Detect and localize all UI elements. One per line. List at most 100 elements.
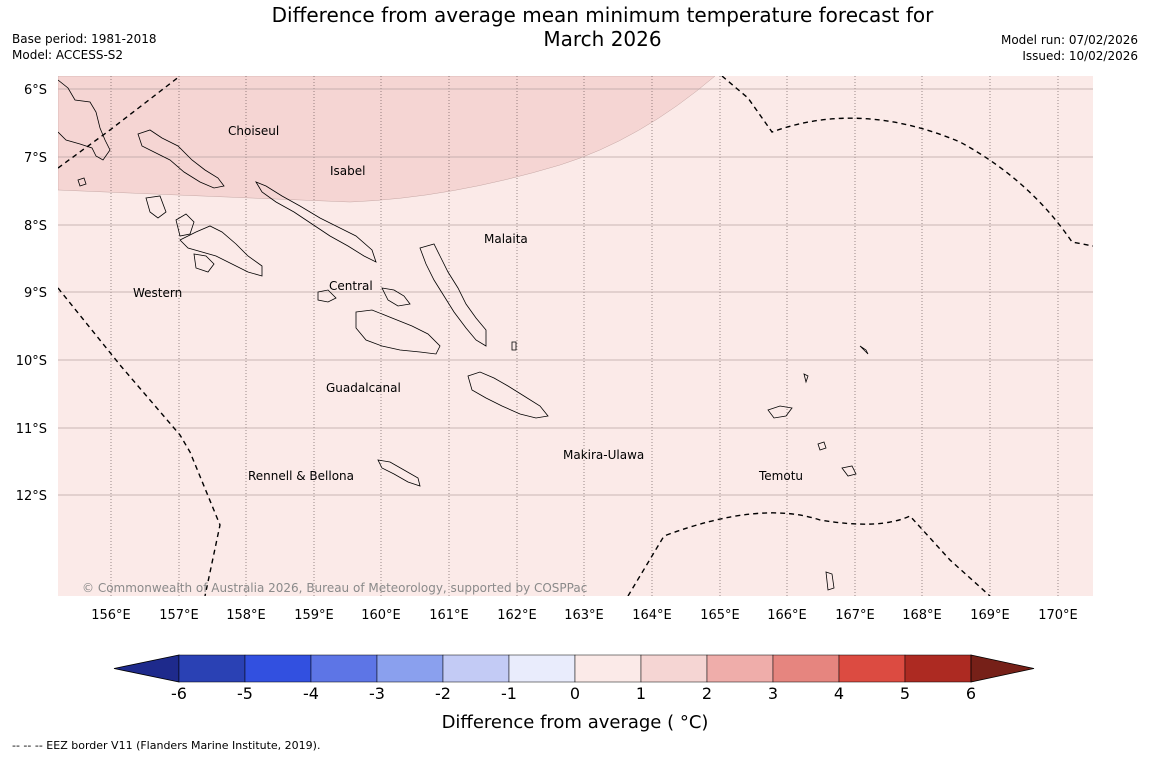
colorbar-segment [178, 654, 246, 683]
colorbar-extend-high [970, 654, 1035, 683]
map-title: Difference from average mean minimum tem… [200, 3, 1005, 51]
island-vella-lavella [145, 195, 167, 219]
colorbar-tick: -4 [303, 684, 319, 703]
island-reef-1 [803, 373, 809, 384]
colorbar-segment [376, 654, 444, 683]
island-reef-2 [859, 345, 869, 355]
region-label-makira-ulawa: Makira-Ulawa [563, 448, 644, 462]
title-line-2: March 2026 [543, 27, 662, 51]
island-makira [467, 371, 549, 419]
lon-tick: 160°E [361, 608, 401, 623]
island-shortland [77, 177, 87, 187]
anomaly-zone-1-2 [58, 76, 716, 203]
island-ndeni [767, 405, 793, 419]
region-label-guadalcanal: Guadalcanal [326, 381, 401, 395]
colorbar-label: Difference from average ( °C) [442, 712, 709, 733]
colorbar-tick: -6 [171, 684, 187, 703]
eez-legend: -- -- -- EEZ border V11 (Flanders Marine… [12, 739, 321, 752]
region-label-malaita: Malaita [484, 232, 528, 246]
lon-tick: 168°E [902, 608, 942, 623]
model-name: Model: ACCESS-S2 [12, 48, 124, 62]
lon-tick: 159°E [294, 608, 334, 623]
colorbar-segment [706, 654, 774, 683]
colorbar-segment [772, 654, 840, 683]
base-period: Base period: 1981-2018 [12, 32, 157, 46]
lat-tick: 8°S [24, 219, 47, 234]
colorbar-segment [244, 654, 312, 683]
colorbar-tick: -5 [237, 684, 253, 703]
lon-tick: 161°E [429, 608, 469, 623]
colorbar-segment [310, 654, 378, 683]
region-label-temotu: Temotu [758, 469, 803, 483]
colorbar-segment [508, 654, 576, 683]
island-florida [381, 287, 411, 307]
colorbar-tick: 4 [834, 684, 844, 703]
region-label-rennell-bellona: Rennell & Bellona [248, 469, 354, 483]
colorbar-tick: 5 [900, 684, 910, 703]
lon-tick-labels: 156°E 157°E 158°E 159°E 160°E 161°E 162°… [91, 608, 1078, 623]
island-sikaiana [511, 341, 517, 351]
lat-tick: 11°S [16, 422, 47, 437]
coastlines [58, 79, 869, 591]
lon-tick: 158°E [226, 608, 266, 623]
lat-tick: 12°S [16, 489, 47, 504]
colorbar-tick: -1 [501, 684, 517, 703]
copyright-notice: © Commonwealth of Australia 2026, Bureau… [82, 581, 587, 595]
map-panel: Choiseul Isabel Malaita Western Central … [58, 76, 1093, 596]
colorbar-segment [838, 654, 906, 683]
island-rennell [377, 459, 421, 487]
colorbar-segment [904, 654, 972, 683]
lon-tick: 162°E [497, 608, 537, 623]
issued-date: Issued: 10/02/2026 [1022, 49, 1138, 63]
lon-tick: 157°E [159, 608, 199, 623]
island-guadalcanal [355, 309, 441, 355]
lon-tick: 167°E [835, 608, 875, 623]
lat-tick: 10°S [16, 354, 47, 369]
island-vanikoro [841, 465, 857, 477]
colorbar-tick-labels: -6 -5 -4 -3 -2 -1 0 1 2 3 4 5 6 [171, 684, 976, 703]
meta-right: Model run: 07/02/2026 Issued: 10/02/2026 [1001, 32, 1138, 64]
lon-tick: 163°E [564, 608, 604, 623]
island-rendova [193, 253, 215, 273]
region-label-central: Central [329, 279, 373, 293]
lat-tick: 7°S [24, 151, 47, 166]
region-label-western: Western [133, 286, 182, 300]
island-new-georgia [179, 225, 263, 277]
region-labels: Choiseul Isabel Malaita Western Central … [133, 124, 803, 483]
colorbar-tick: 2 [702, 684, 712, 703]
colorbar-segment [640, 654, 708, 683]
region-label-isabel: Isabel [330, 164, 365, 178]
colorbar-tick: -2 [435, 684, 451, 703]
region-label-choiseul: Choiseul [228, 124, 279, 138]
colorbar-tick: 3 [768, 684, 778, 703]
colorbar-tick: 6 [966, 684, 976, 703]
lat-tick: 9°S [24, 286, 47, 301]
model-run: Model run: 07/02/2026 [1000, 33, 1138, 47]
island-kolombangara [175, 213, 195, 237]
lon-tick: 169°E [970, 608, 1010, 623]
lat-tick-labels: 6°S 7°S 8°S 9°S 10°S 11°S 12°S [16, 83, 47, 504]
colorbar-tick: -3 [369, 684, 385, 703]
island-bougainville [58, 79, 111, 161]
colorbar-tick: 1 [636, 684, 646, 703]
colorbar-extend-low [113, 654, 180, 683]
lon-tick: 165°E [700, 608, 740, 623]
parallel-lines [58, 88, 1093, 496]
lon-tick: 156°E [91, 608, 131, 623]
lon-tick: 166°E [767, 608, 807, 623]
island-choiseul [137, 129, 225, 189]
lon-tick: 164°E [632, 608, 672, 623]
island-tikopia [825, 571, 835, 591]
island-malaita [419, 243, 487, 347]
eez-border [58, 76, 1093, 596]
lat-tick: 6°S [24, 83, 47, 98]
colorbar-segment [574, 654, 642, 683]
island-utupua [817, 441, 827, 451]
colorbar-segment [442, 654, 510, 683]
island-russell [317, 289, 337, 303]
colorbar [113, 654, 1035, 683]
island-isabel [255, 181, 377, 263]
title-line-1: Difference from average mean minimum tem… [271, 3, 934, 27]
colorbar-tick: 0 [570, 684, 580, 703]
